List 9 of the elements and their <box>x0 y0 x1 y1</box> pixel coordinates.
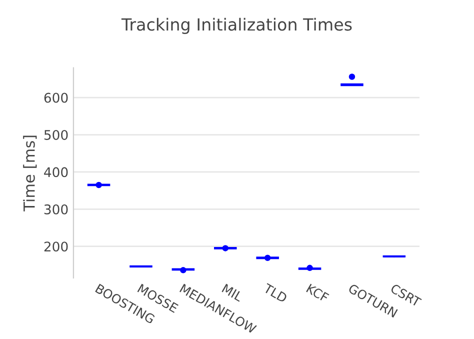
y-tick-label: 300 <box>44 204 68 214</box>
y-tick-label: 600 <box>44 92 68 103</box>
y-axis-title: Time [ms] <box>23 136 37 212</box>
chart-title: Tracking Initialization Times <box>121 18 352 34</box>
x-tick-label: KCF <box>306 284 330 303</box>
x-tick-label: TLD <box>262 283 288 303</box>
y-tick-label: 500 <box>44 130 68 140</box>
y-tick-label: 200 <box>44 242 68 252</box>
y-tick-label: 400 <box>44 167 68 178</box>
